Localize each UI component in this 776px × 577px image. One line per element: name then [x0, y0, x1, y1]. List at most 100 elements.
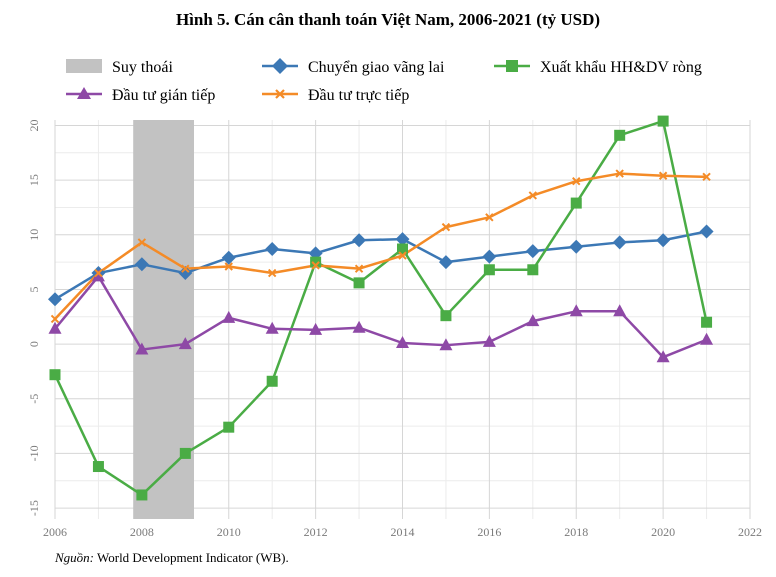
- legend-item-recession: Suy thoái: [66, 59, 173, 76]
- data-point-xuat-khau-hh-dv-rong: [570, 197, 582, 209]
- data-point-chuyen-giao-vang-lai: [395, 232, 410, 247]
- data-point-xuat-khau-hh-dv-rong: [483, 264, 495, 276]
- data-point-dau-tu-gian-tiep: [91, 269, 105, 282]
- data-point-dau-tu-gian-tiep: [222, 310, 236, 323]
- data-point-dau-tu-truc-tiep: [398, 251, 407, 260]
- data-point-dau-tu-truc-tiep: [94, 268, 103, 278]
- data-point-xuat-khau-hh-dv-rong: [179, 447, 191, 459]
- data-point-dau-tu-truc-tiep: [441, 222, 451, 232]
- x-tick-label: 2022: [738, 525, 762, 539]
- data-point-dau-tu-gian-tiep: [352, 320, 366, 333]
- data-point-chuyen-giao-vang-lai: [656, 233, 671, 248]
- data-point-xuat-khau-hh-dv-rong: [49, 369, 61, 381]
- legend-marker-net-exports: [506, 60, 518, 72]
- data-point-dau-tu-truc-tiep: [137, 238, 147, 247]
- data-point-chuyen-giao-vang-lai: [48, 292, 62, 307]
- legend: Suy thoái Chuyển giao vãng lai Xuất khẩu…: [66, 58, 702, 104]
- data-point-dau-tu-gian-tiep: [439, 338, 453, 351]
- data-point-chuyen-giao-vang-lai: [221, 250, 236, 265]
- data-point-xuat-khau-hh-dv-rong: [440, 310, 452, 322]
- data-point-dau-tu-truc-tiep: [311, 261, 320, 270]
- legend-item-current-transfers: Chuyển giao vãng lai: [262, 58, 445, 76]
- data-point-dau-tu-gian-tiep: [396, 336, 409, 349]
- legend-marker-direct-investment: [275, 89, 285, 99]
- legend-swatch-recession: [66, 59, 102, 73]
- series-line-xuat-khau-hh-dv-rong: [53, 119, 708, 497]
- y-tick-label: -10: [27, 445, 41, 461]
- legend-marker-portfolio-investment: [77, 87, 91, 99]
- x-tick-label: 2016: [477, 525, 501, 539]
- data-point-dau-tu-gian-tiep: [309, 322, 323, 335]
- x-tick-label: 2008: [130, 525, 154, 539]
- data-point-chuyen-giao-vang-lai: [134, 257, 149, 272]
- x-tick-label: 2006: [43, 525, 67, 539]
- y-tick-label: 0: [27, 341, 41, 347]
- data-point-xuat-khau-hh-dv-rong: [266, 375, 278, 387]
- data-point-xuat-khau-hh-dv-rong: [657, 115, 669, 127]
- legend-item-direct-investment: Đầu tư trực tiếp: [262, 87, 409, 104]
- legend-marker-current-transfers: [272, 58, 288, 74]
- data-point-dau-tu-gian-tiep: [265, 321, 279, 334]
- data-point-dau-tu-gian-tiep: [569, 304, 583, 317]
- data-point-xuat-khau-hh-dv-rong: [310, 256, 322, 268]
- y-tick-label: 20: [27, 119, 41, 131]
- data-point-xuat-khau-hh-dv-rong: [223, 421, 235, 433]
- data-point-dau-tu-truc-tiep: [702, 172, 711, 182]
- data-point-xuat-khau-hh-dv-rong: [614, 129, 626, 141]
- source-label: Nguồn:: [54, 550, 94, 565]
- data-point-xuat-khau-hh-dv-rong: [527, 264, 539, 276]
- data-point-xuat-khau-hh-dv-rong: [701, 316, 713, 328]
- data-point-dau-tu-gian-tiep: [656, 350, 670, 363]
- data-point-chuyen-giao-vang-lai: [569, 239, 584, 254]
- data-point-dau-tu-truc-tiep: [354, 264, 364, 273]
- series-line-chuyen-giao-vang-lai: [54, 230, 707, 301]
- data-point-chuyen-giao-vang-lai: [699, 224, 714, 239]
- x-tick-label: 2012: [304, 525, 328, 539]
- x-tick-label: 2014: [391, 525, 415, 539]
- legend-label-net-exports: Xuất khẩu HH&DV ròng: [540, 59, 702, 76]
- series-line-dau-tu-gian-tiep: [54, 275, 708, 359]
- source-note: Nguồn: World Development Indicator (WB).: [54, 550, 289, 565]
- data-point-chuyen-giao-vang-lai: [352, 233, 367, 248]
- data-point-chuyen-giao-vang-lai: [525, 244, 540, 259]
- legend-label-direct-investment: Đầu tư trực tiếp: [308, 87, 409, 104]
- recession-band: [133, 120, 194, 519]
- data-point-dau-tu-truc-tiep: [485, 213, 494, 222]
- legend-item-portfolio-investment: Đầu tư gián tiếp: [66, 87, 215, 104]
- data-point-dau-tu-gian-tiep: [48, 321, 62, 334]
- data-point-dau-tu-gian-tiep: [135, 342, 149, 355]
- data-point-dau-tu-gian-tiep: [482, 334, 496, 347]
- legend-label-current-transfers: Chuyển giao vãng lai: [308, 59, 445, 76]
- chart-title: Hình 5. Cán cân thanh toán Việt Nam, 200…: [176, 10, 600, 29]
- data-point-xuat-khau-hh-dv-rong: [92, 461, 104, 473]
- data-point-chuyen-giao-vang-lai: [178, 266, 193, 281]
- y-tick-label: 10: [27, 229, 41, 241]
- series-line-dau-tu-truc-tiep: [54, 172, 707, 320]
- data-point-dau-tu-truc-tiep: [528, 191, 538, 200]
- data-point-dau-tu-gian-tiep: [526, 314, 540, 327]
- data-point-xuat-khau-hh-dv-rong: [136, 489, 148, 501]
- data-point-chuyen-giao-vang-lai: [612, 235, 627, 250]
- plot-area: 2006 2008 2010 2012 2014 2016 2018 2020 2022 20 15…: [27, 115, 762, 539]
- data-point-dau-tu-truc-tiep: [50, 314, 60, 324]
- x-tick-label: 2020: [651, 525, 675, 539]
- data-point-dau-tu-truc-tiep: [224, 262, 233, 271]
- data-point-chuyen-giao-vang-lai: [438, 255, 453, 270]
- data-point-dau-tu-truc-tiep: [267, 268, 277, 278]
- data-point-dau-tu-truc-tiep: [181, 264, 190, 273]
- x-tick-label: 2018: [564, 525, 588, 539]
- legend-label-portfolio-investment: Đầu tư gián tiếp: [112, 87, 215, 104]
- legend-item-net-exports: Xuất khẩu HH&DV ròng: [494, 59, 702, 76]
- data-point-dau-tu-truc-tiep: [658, 171, 668, 180]
- source-text: World Development Indicator (WB).: [94, 550, 289, 565]
- data-point-chuyen-giao-vang-lai: [265, 241, 280, 256]
- data-point-xuat-khau-hh-dv-rong: [353, 277, 365, 289]
- data-point-dau-tu-gian-tiep: [700, 332, 714, 345]
- x-tick-label: 2010: [217, 525, 241, 539]
- data-point-dau-tu-truc-tiep: [572, 177, 581, 186]
- data-point-dau-tu-gian-tiep: [613, 304, 627, 317]
- y-tick-label: -15: [27, 500, 41, 516]
- y-tick-label: 15: [27, 174, 41, 186]
